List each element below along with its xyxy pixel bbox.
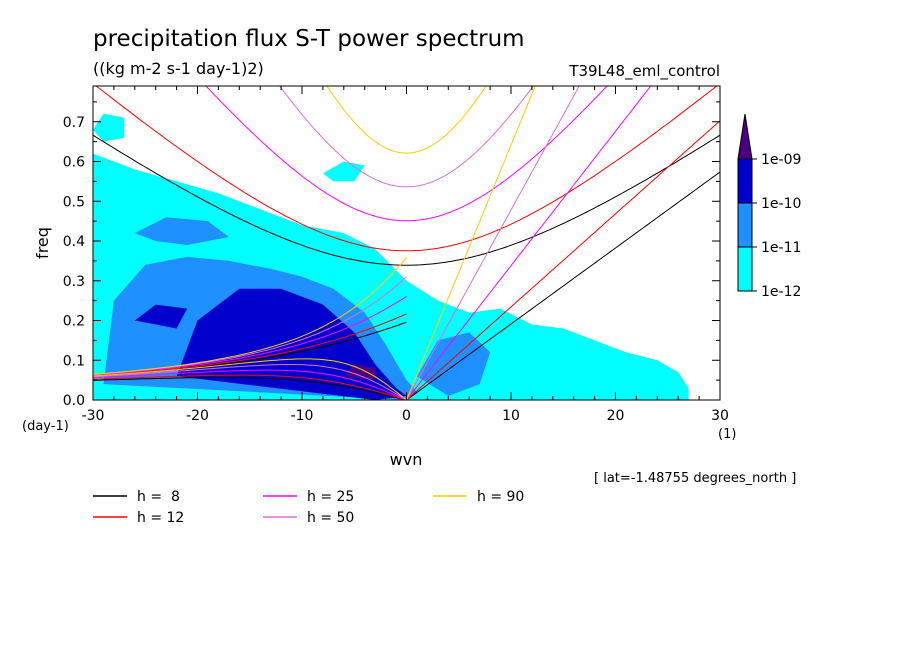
curve-kelvin-h25 <box>406 86 652 400</box>
x-tick-label: 30 <box>711 408 729 424</box>
curve-rossby-h25 <box>93 369 407 400</box>
y-tick-label: 0.6 <box>63 155 85 171</box>
intensity-region-4 <box>134 217 229 245</box>
curve-rossby-h50 <box>93 364 407 400</box>
intensity-region-1 <box>93 113 125 142</box>
colorbar-segment <box>737 202 753 248</box>
colorbar-label: 1e-10 <box>761 196 801 212</box>
y-tick-label: 0.0 <box>63 393 85 409</box>
legend-label: h = 90 <box>477 489 524 505</box>
curve-inertia-gravity-h25 <box>205 86 608 222</box>
colorbar-label: 1e-11 <box>761 240 801 256</box>
y-tick-label: 0.7 <box>63 115 85 131</box>
curve-kelvin-h8 <box>406 171 720 400</box>
y-tick-label: 0.5 <box>63 194 85 210</box>
curve-kelvin-h90 <box>406 86 536 400</box>
intensity-region-7 <box>134 304 188 329</box>
x-axis-label: wvn <box>390 450 423 469</box>
x-tick-label: -10 <box>291 408 314 424</box>
chart-subtitle: ((kg m-2 s-1 day-1)2) <box>93 59 264 78</box>
intensity-region-2 <box>322 161 365 182</box>
colorbar-segment <box>737 246 753 292</box>
intensity-region-8 <box>343 364 376 381</box>
y-tick-label: 0.1 <box>63 353 85 369</box>
curve-kelvin-h50 <box>406 86 580 400</box>
legend-label: h = 8 <box>137 489 180 505</box>
x-tick-label: -30 <box>82 408 105 424</box>
latitude-note: [ lat=-1.48755 degrees_north ] <box>594 471 796 486</box>
colorbar-label: 1e-09 <box>761 152 801 168</box>
curve-inertia-gravity-h90 <box>326 86 487 154</box>
curve-inertia-gravity-h8 <box>93 134 720 266</box>
y-ticks: 0.0 0.1 0.2 0.3 0.4 0.5 0.6 0.7 <box>63 101 720 409</box>
curve-mrg-h90 <box>93 257 407 375</box>
x-ticks: -30 -20 -10 0 10 20 30 <box>82 86 729 424</box>
legend-label: h = 12 <box>137 510 184 526</box>
curve-kelvin-h12 <box>406 120 720 400</box>
curve-rossby-h12 <box>93 374 407 400</box>
curve-rossby-h8 <box>93 377 407 400</box>
dispersion-curves <box>93 86 720 400</box>
colorbar-segment <box>737 158 753 204</box>
legend-label: h = 50 <box>307 510 354 526</box>
y-axis-label: freq <box>33 227 52 259</box>
curve-mrg-h25 <box>93 296 407 376</box>
curve-rossby-h90 <box>93 358 407 400</box>
x-tick-label: -20 <box>186 408 209 424</box>
x-unit-label: (1) <box>718 427 736 442</box>
curve-inertia-gravity-h50 <box>279 86 534 188</box>
x-tick-label: 0 <box>402 408 411 424</box>
y-tick-label: 0.2 <box>63 314 85 330</box>
chart-title: precipitation flux S-T power spectrum <box>93 26 525 52</box>
run-label: T39L48_eml_control <box>568 62 720 81</box>
x-tick-label: 20 <box>607 408 625 424</box>
y-tick-label: 0.4 <box>63 234 85 250</box>
x-tick-label: 10 <box>502 408 520 424</box>
curve-mrg-h12 <box>93 313 407 377</box>
colorbar-extend-arrow <box>737 113 753 160</box>
colorbar-label: 1e-12 <box>761 284 801 300</box>
y-unit-label: (day-1) <box>22 419 69 434</box>
y-tick-label: 0.3 <box>63 274 85 290</box>
legend: h = 8 h = 12 h = 25 h = 50 h = 90 <box>93 489 524 526</box>
legend-label: h = 25 <box>307 489 354 505</box>
colorbar: 1e-12 1e-11 1e-10 1e-09 <box>737 113 801 300</box>
curve-inertia-gravity-h12 <box>95 86 718 252</box>
intensity-regions <box>93 113 689 400</box>
